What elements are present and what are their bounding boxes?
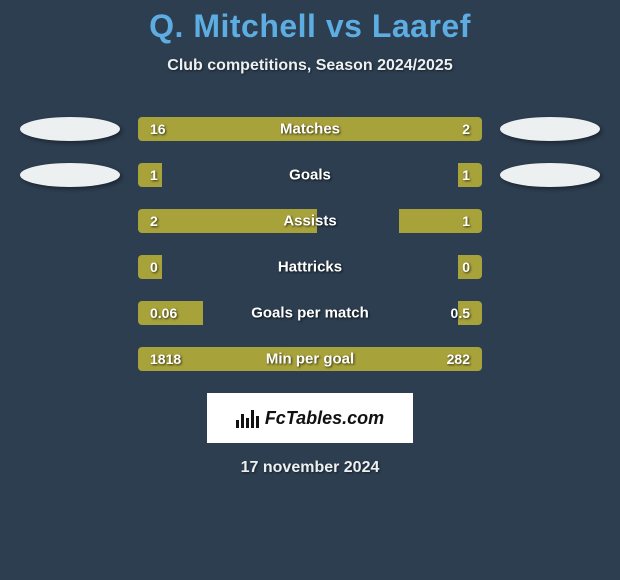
stat-row: 0 Hattricks 0	[0, 255, 620, 279]
metric-label: Goals per match	[251, 305, 369, 322]
subtitle: Club competitions, Season 2024/2025	[0, 57, 620, 75]
page-title: Q. Mitchell vs Laaref	[0, 8, 620, 45]
team-badge-right	[500, 163, 600, 187]
logo: FcTables.com	[236, 408, 384, 429]
team-badge-left	[20, 163, 120, 187]
value-left: 2	[150, 213, 158, 229]
logo-bar	[236, 420, 239, 428]
logo-bar	[256, 416, 259, 428]
stat-row: 16 Matches 2	[0, 117, 620, 141]
logo-bar	[251, 410, 254, 428]
stat-bar: 0.06 Goals per match 0.5	[138, 301, 482, 325]
logo-bar	[241, 414, 244, 428]
stat-bar: 1818 Min per goal 282	[138, 347, 482, 371]
comparison-chart: 16 Matches 2 1 Goals 1 2 Assists 1 0 Hattricks 0 0.0…	[0, 117, 620, 371]
value-right: 0.5	[451, 305, 470, 321]
value-right: 282	[447, 351, 470, 367]
stat-row: 2 Assists 1	[0, 209, 620, 233]
stat-row: 1 Goals 1	[0, 163, 620, 187]
team-badge-left	[20, 117, 120, 141]
logo-text: FcTables.com	[265, 408, 384, 429]
metric-label: Min per goal	[266, 351, 354, 368]
logo-box: FcTables.com	[207, 393, 413, 443]
value-left: 0	[150, 259, 158, 275]
stat-bar: 2 Assists 1	[138, 209, 482, 233]
date-label: 17 november 2024	[0, 459, 620, 477]
value-left: 0.06	[150, 305, 177, 321]
value-left: 1	[150, 167, 158, 183]
logo-bars-icon	[236, 408, 259, 428]
team-badge-right	[500, 117, 600, 141]
metric-label: Assists	[283, 213, 336, 230]
metric-label: Goals	[289, 167, 331, 184]
infographic-root: Q. Mitchell vs Laaref Club competitions,…	[0, 0, 620, 477]
value-right: 2	[462, 121, 470, 137]
metric-label: Matches	[280, 121, 340, 138]
value-left: 16	[150, 121, 166, 137]
stat-bar: 16 Matches 2	[138, 117, 482, 141]
bar-segment-right	[406, 117, 482, 141]
stat-bar: 0 Hattricks 0	[138, 255, 482, 279]
stat-row: 0.06 Goals per match 0.5	[0, 301, 620, 325]
logo-bar	[246, 418, 249, 428]
bar-segment-left	[138, 117, 406, 141]
metric-label: Hattricks	[278, 259, 342, 276]
value-right: 1	[462, 167, 470, 183]
value-right: 0	[462, 259, 470, 275]
stat-bar: 1 Goals 1	[138, 163, 482, 187]
stat-row: 1818 Min per goal 282	[0, 347, 620, 371]
value-left: 1818	[150, 351, 181, 367]
value-right: 1	[462, 213, 470, 229]
